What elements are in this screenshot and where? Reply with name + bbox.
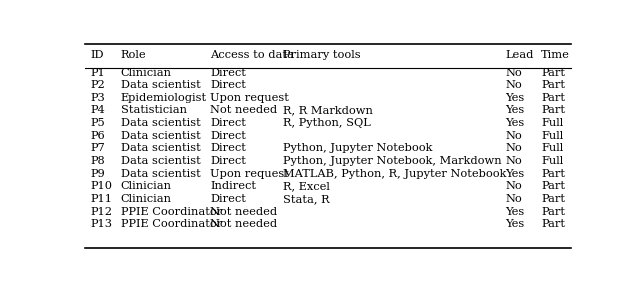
Text: PPIE Coordinator: PPIE Coordinator [121,219,222,229]
Text: Data scientist: Data scientist [121,131,200,141]
Text: No: No [506,131,522,141]
Text: Indirect: Indirect [210,181,256,191]
Text: Full: Full [541,156,564,166]
Text: No: No [506,181,522,191]
Text: ID: ID [91,50,104,60]
Text: Yes: Yes [506,118,525,128]
Text: No: No [506,143,522,153]
Text: P6: P6 [91,131,106,141]
Text: Epidemiologist: Epidemiologist [121,93,207,103]
Text: Yes: Yes [506,219,525,229]
Text: Upon request: Upon request [210,93,289,103]
Text: Not needed: Not needed [210,219,277,229]
Text: MATLAB, Python, R, Jupyter Notebook: MATLAB, Python, R, Jupyter Notebook [284,169,507,179]
Text: P13: P13 [91,219,113,229]
Text: P9: P9 [91,169,106,179]
Text: P1: P1 [91,68,106,78]
Text: P11: P11 [91,194,113,204]
Text: Statistician: Statistician [121,106,187,115]
Text: Direct: Direct [210,143,246,153]
Text: Access to data: Access to data [210,50,294,60]
Text: No: No [506,80,522,90]
Text: Clinician: Clinician [121,181,172,191]
Text: PPIE Coordinator: PPIE Coordinator [121,207,222,216]
Text: Part: Part [541,80,565,90]
Text: Stata, R: Stata, R [284,194,330,204]
Text: Full: Full [541,131,564,141]
Text: Yes: Yes [506,169,525,179]
Text: P8: P8 [91,156,106,166]
Text: Python, Jupyter Notebook: Python, Jupyter Notebook [284,143,433,153]
Text: Part: Part [541,194,565,204]
Text: Yes: Yes [506,106,525,115]
Text: Data scientist: Data scientist [121,143,200,153]
Text: Clinician: Clinician [121,194,172,204]
Text: Direct: Direct [210,131,246,141]
Text: R, Python, SQL: R, Python, SQL [284,118,371,128]
Text: Time: Time [541,50,570,60]
Text: Part: Part [541,207,565,216]
Text: Yes: Yes [506,207,525,216]
Text: P12: P12 [91,207,113,216]
Text: Primary tools: Primary tools [284,50,361,60]
Text: Direct: Direct [210,68,246,78]
Text: P10: P10 [91,181,113,191]
Text: Clinician: Clinician [121,68,172,78]
Text: Upon request: Upon request [210,169,289,179]
Text: P4: P4 [91,106,106,115]
Text: Direct: Direct [210,194,246,204]
Text: Full: Full [541,143,564,153]
Text: Part: Part [541,181,565,191]
Text: Python, Jupyter Notebook, Markdown: Python, Jupyter Notebook, Markdown [284,156,502,166]
Text: Direct: Direct [210,156,246,166]
Text: Not needed: Not needed [210,207,277,216]
Text: P2: P2 [91,80,106,90]
Text: Part: Part [541,93,565,103]
Text: Data scientist: Data scientist [121,118,200,128]
Text: No: No [506,156,522,166]
Text: No: No [506,68,522,78]
Text: Data scientist: Data scientist [121,169,200,179]
Text: R, R Markdown: R, R Markdown [284,106,373,115]
Text: No: No [506,194,522,204]
Text: Full: Full [541,118,564,128]
Text: R, Excel: R, Excel [284,181,330,191]
Text: Part: Part [541,106,565,115]
Text: Direct: Direct [210,80,246,90]
Text: Data scientist: Data scientist [121,80,200,90]
Text: Role: Role [121,50,147,60]
Text: Direct: Direct [210,118,246,128]
Text: Not needed: Not needed [210,106,277,115]
Text: P7: P7 [91,143,106,153]
Text: P3: P3 [91,93,106,103]
Text: Data scientist: Data scientist [121,156,200,166]
Text: Lead: Lead [506,50,534,60]
Text: Part: Part [541,68,565,78]
Text: Part: Part [541,219,565,229]
Text: P5: P5 [91,118,106,128]
Text: Yes: Yes [506,93,525,103]
Text: Part: Part [541,169,565,179]
